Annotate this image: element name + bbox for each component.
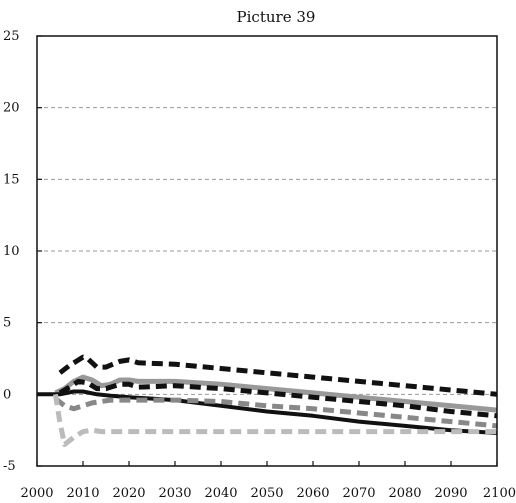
x-tick-label: 2060 <box>296 486 329 501</box>
y-tick-label: 0 <box>3 387 11 402</box>
x-tick-label: 2090 <box>434 486 467 501</box>
y-tick-label: 25 <box>3 29 20 44</box>
chart-title: Picture 39 <box>237 8 316 26</box>
x-tick-label: 2040 <box>204 486 237 501</box>
y-axis-ticks: -5 0 5 10 15 20 25 <box>3 29 42 474</box>
x-tick-label: 2050 <box>250 486 283 501</box>
x-tick-label: 2100 <box>483 486 516 501</box>
gridlines <box>37 107 497 395</box>
x-tick-label: 2030 <box>158 486 191 501</box>
series-group <box>37 354 498 447</box>
series-line-6 <box>52 393 497 447</box>
y-tick-label: 5 <box>3 316 11 331</box>
series-line-5 <box>53 396 498 429</box>
x-tick-label: 2000 <box>20 486 53 501</box>
y-tick-label: -5 <box>3 459 16 474</box>
x-tick-label: 2010 <box>66 486 99 501</box>
y-tick-label: 20 <box>3 101 20 116</box>
series-line-2 <box>54 374 498 413</box>
x-tick-label: 2080 <box>388 486 421 501</box>
series-line-4 <box>37 389 498 435</box>
series-line-3 <box>58 378 498 419</box>
x-axis-ticks: 2000 2010 2020 2030 2040 2050 2060 2070 2080 2090… <box>20 461 516 501</box>
y-tick-label: 15 <box>3 172 20 187</box>
x-tick-label: 2070 <box>342 486 375 501</box>
x-tick-label: 2020 <box>112 486 145 501</box>
series-line-1 <box>58 354 498 397</box>
y-tick-label: 10 <box>3 244 20 259</box>
